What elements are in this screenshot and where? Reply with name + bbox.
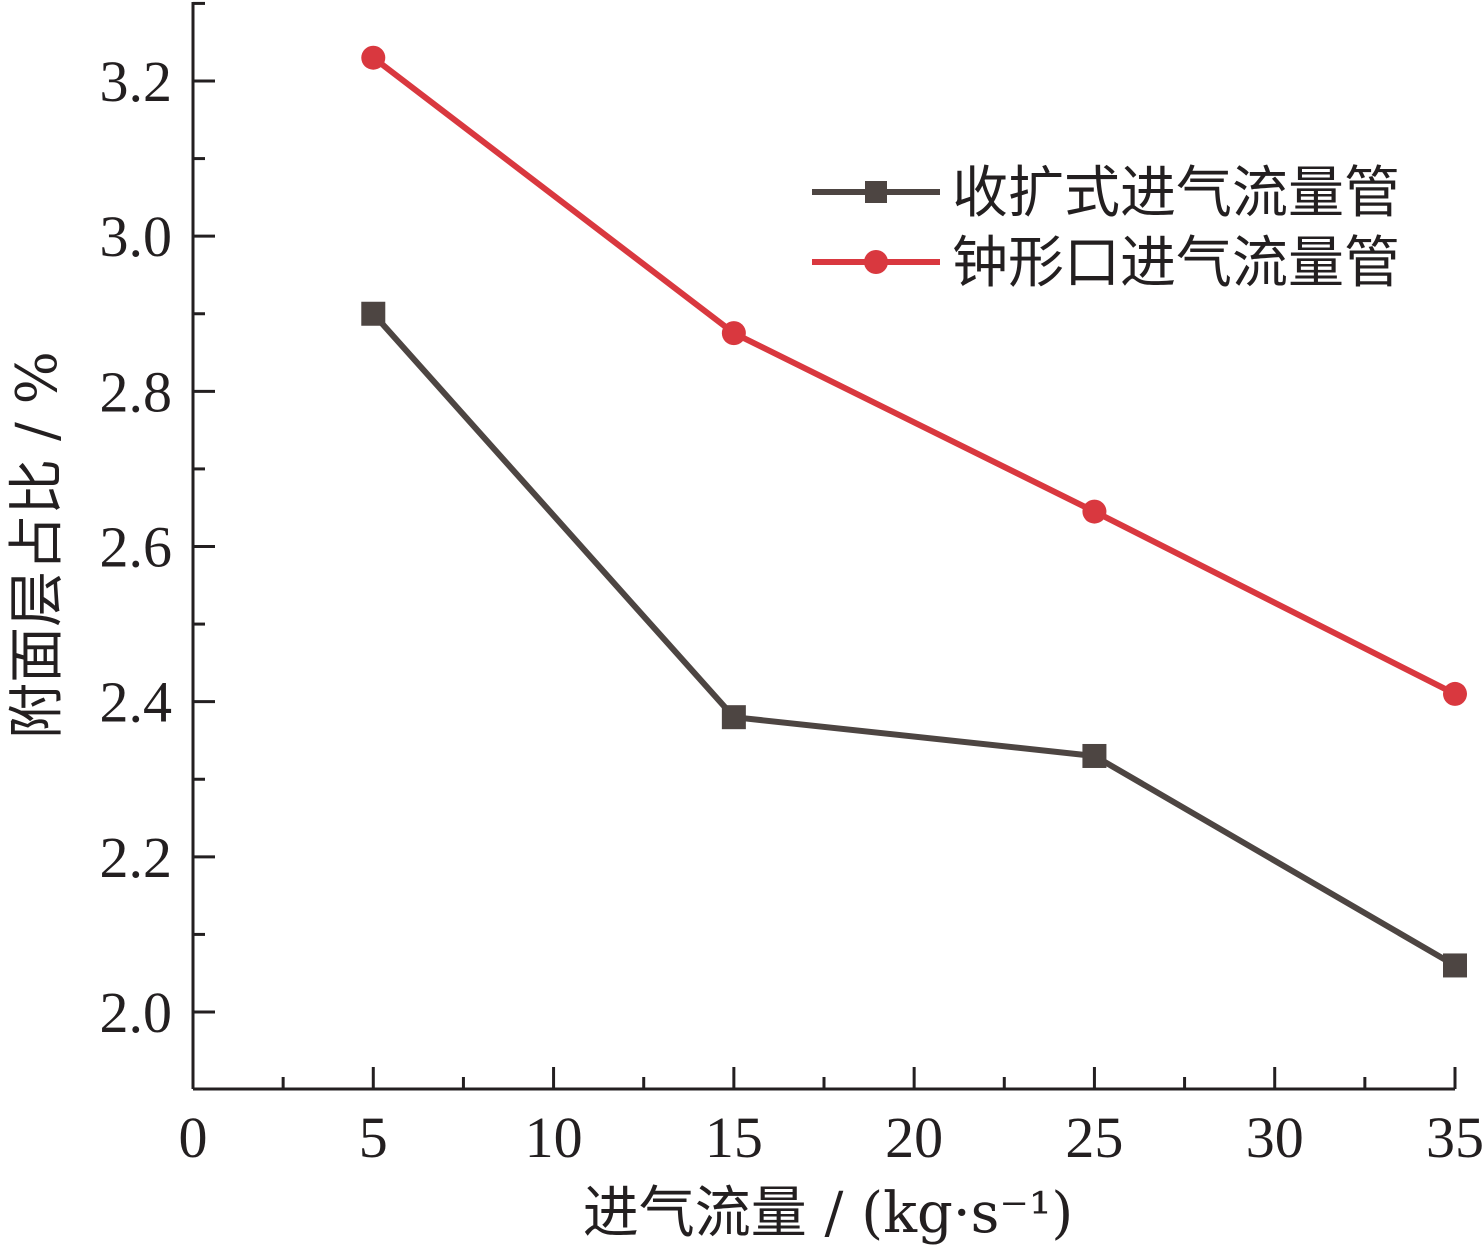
data-point-circle [1082,499,1107,524]
y-tick-label: 2.0 [100,980,173,1045]
legend-marker-circle [864,250,888,274]
data-point-square [361,301,386,326]
x-tick-label: 5 [359,1105,388,1170]
data-point-square [721,705,746,730]
x-axis-title: 进气流量 / (kg·s⁻¹) [583,1181,1074,1246]
data-point-circle [1443,681,1467,706]
series-line-1 [371,311,1457,969]
data-point-square [1443,953,1467,978]
series-layer [361,45,1467,978]
y-tick-label: 3.2 [100,49,173,114]
data-point-circle [361,45,386,70]
y-tick-label: 2.4 [100,670,173,735]
y-tick-label: 2.2 [100,825,173,890]
x-tick-label: 15 [705,1105,763,1170]
legend-label-series-1: 收扩式进气流量管 [952,161,1400,226]
y-ticks: 2.0 2.2 2.4 2.6 2.8 3.0 3.2 [100,1,215,1045]
data-point-square [1082,743,1107,768]
data-point-circle [721,321,746,346]
y-tick-label: 2.8 [100,359,173,424]
y-axis-title: 附面层占比 / % [5,351,70,739]
y-tick-label: 2.6 [100,515,173,580]
y-tick-label: 3.0 [100,204,173,269]
x-ticks: 0 5 10 15 20 25 30 35 [179,1067,1483,1170]
x-tick-label: 30 [1246,1105,1304,1170]
x-tick-label: 0 [179,1105,208,1170]
legend-label-series-2: 钟形口进气流量管 [952,231,1400,296]
x-tick-label: 25 [1065,1105,1123,1170]
legend: 收扩式进气流量管 钟形口进气流量管 [812,161,1400,296]
x-tick-label: 20 [885,1105,943,1170]
x-tick-label: 35 [1426,1105,1483,1170]
series-line-2 [371,55,1457,697]
x-tick-label: 10 [525,1105,583,1170]
legend-marker-square [865,181,887,203]
